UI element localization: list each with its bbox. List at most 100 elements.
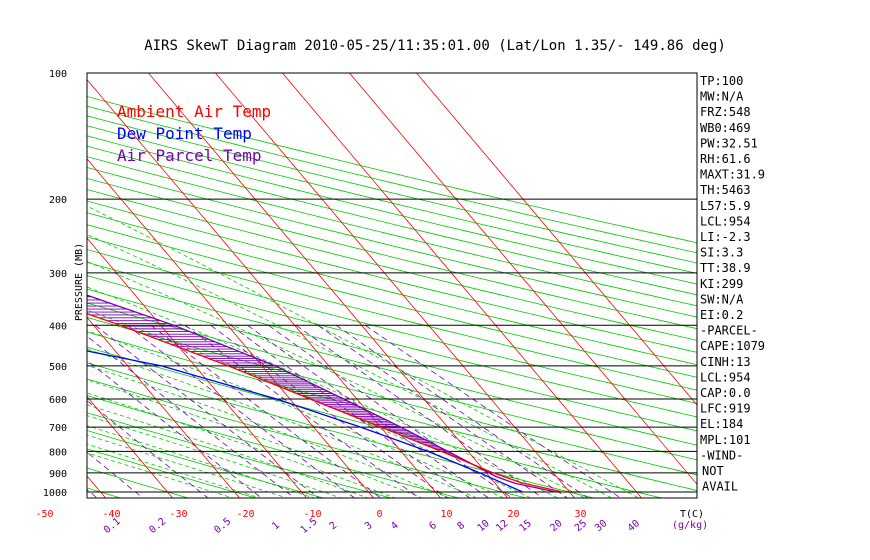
moist-adiabat xyxy=(87,348,478,498)
index-item: -PARCEL- xyxy=(700,324,758,338)
bottom-temp-unit-label: T(C) xyxy=(680,509,704,520)
index-item: CINH:13 xyxy=(700,355,751,369)
dry-adiabat xyxy=(87,261,697,418)
mixing-ratio-line xyxy=(185,324,420,498)
mixing-ratio-unit-label: (g/kg) xyxy=(672,520,708,531)
legend-entry: Air Parcel Temp xyxy=(117,146,262,165)
index-item: -WIND- xyxy=(700,448,743,462)
isotherm xyxy=(87,396,174,498)
index-item: SI:3.3 xyxy=(700,246,743,260)
bottom-temp-tick-label: -30 xyxy=(169,509,187,520)
isotherm xyxy=(0,73,41,501)
index-item: SW:N/A xyxy=(700,292,744,306)
index-item: TH:5463 xyxy=(700,183,751,197)
mixing-ratio-tick-label: 20 xyxy=(548,518,564,534)
isotherm xyxy=(87,78,442,498)
mixing-ratio-tick-label: 10 xyxy=(476,518,492,534)
index-item: LFC:919 xyxy=(700,402,751,416)
isotherm xyxy=(215,73,576,498)
bottom-temp-tick-label: 0 xyxy=(376,509,382,520)
dry-adiabat xyxy=(87,145,697,296)
temperature-line xyxy=(87,313,563,493)
isotherm xyxy=(148,73,509,498)
dry-adiabat xyxy=(87,156,697,307)
dry-adiabat xyxy=(87,302,697,461)
legend-entry: Dew Point Temp xyxy=(117,124,252,143)
dry-adiabat xyxy=(87,467,190,498)
index-item: RH:61.6 xyxy=(700,152,751,166)
bottom-temp-tick-label: 10 xyxy=(440,509,452,520)
pressure-tick-label: 800 xyxy=(49,447,67,458)
index-item: NOT xyxy=(702,464,724,478)
index-item: LCL:954 xyxy=(700,214,751,228)
index-item: AVAIL xyxy=(702,480,738,494)
pressure-tick-label: 1000 xyxy=(43,488,67,499)
mixing-ratio-line xyxy=(295,324,544,498)
pressure-tick-label: 100 xyxy=(49,69,67,80)
mixing-ratio-tick-label: 3 xyxy=(363,520,375,532)
index-item: KI:299 xyxy=(700,277,743,291)
bottom-temp-tick-label: -50 xyxy=(35,509,53,520)
index-item: MPL:101 xyxy=(700,433,751,447)
pressure-tick-label: 700 xyxy=(49,423,67,434)
dry-adiabat xyxy=(87,346,664,498)
isotherm xyxy=(87,158,375,498)
mixing-ratio-tick-label: 25 xyxy=(573,518,589,534)
mixing-ratio-tick-label: 1 xyxy=(270,520,282,532)
mixing-ratio-line xyxy=(365,324,622,498)
bottom-temp-tick-label: -20 xyxy=(236,509,254,520)
mixing-ratio-line xyxy=(87,400,209,498)
mixing-ratio-line xyxy=(150,324,382,498)
mixing-ratio-tick-label: 12 xyxy=(494,518,510,534)
mixing-ratio-line xyxy=(87,451,144,498)
dry-adiabat xyxy=(87,487,122,498)
dry-adiabat xyxy=(87,200,697,353)
pressure-tick-label: 600 xyxy=(49,395,67,406)
isotherm xyxy=(87,316,241,498)
dry-adiabat xyxy=(87,105,697,254)
index-item: EI:0.2 xyxy=(700,308,743,322)
moist-adiabat xyxy=(87,364,451,498)
legend-entry: Ambient Air Temp xyxy=(117,102,271,121)
index-item: MAXT:31.9 xyxy=(700,168,765,182)
dry-adiabat xyxy=(87,135,697,285)
index-item: LI:-2.3 xyxy=(700,230,751,244)
index-item: L57:5.9 xyxy=(700,199,751,213)
mixing-ratio-tick-label: 6 xyxy=(427,520,439,532)
dry-adiabat xyxy=(87,224,697,378)
mixing-ratio-tick-label: 4 xyxy=(389,520,401,532)
index-item: CAP:0.0 xyxy=(700,386,751,400)
isotherm xyxy=(349,73,697,485)
mixing-ratio-tick-label: 2 xyxy=(328,520,340,532)
dry-adiabat xyxy=(87,189,697,341)
mixing-ratio-line xyxy=(268,324,513,498)
mixing-ratio-line xyxy=(87,335,296,498)
pressure-tick-label: 900 xyxy=(49,469,67,480)
mixing-ratio-line xyxy=(87,359,263,498)
dry-adiabat xyxy=(87,212,697,366)
mixing-ratio-tick-label: 30 xyxy=(593,518,609,534)
dry-adiabat xyxy=(87,167,697,318)
mixing-ratio-tick-label: 15 xyxy=(518,518,534,534)
index-item: EL:184 xyxy=(700,417,743,431)
pressure-tick-label: 500 xyxy=(49,362,67,373)
dewpoint-line xyxy=(87,350,523,493)
mixing-ratio-tick-label: 0.5 xyxy=(212,516,233,536)
index-item: LCL:954 xyxy=(700,370,751,384)
profile-lines xyxy=(87,294,563,493)
index-item: MW:N/A xyxy=(700,90,744,104)
index-item: WB0:469 xyxy=(700,121,751,135)
dry-adiabat xyxy=(87,275,697,432)
index-item: TT:38.9 xyxy=(700,261,751,275)
dry-adiabat xyxy=(87,288,697,446)
isotherm xyxy=(282,73,643,498)
mixing-ratio-tick-label: 40 xyxy=(626,518,642,534)
dry-adiabat xyxy=(87,395,461,498)
isotherm xyxy=(87,237,308,498)
dry-adiabat xyxy=(87,125,697,274)
dry-adiabat xyxy=(87,448,258,498)
isotherm xyxy=(416,73,697,406)
